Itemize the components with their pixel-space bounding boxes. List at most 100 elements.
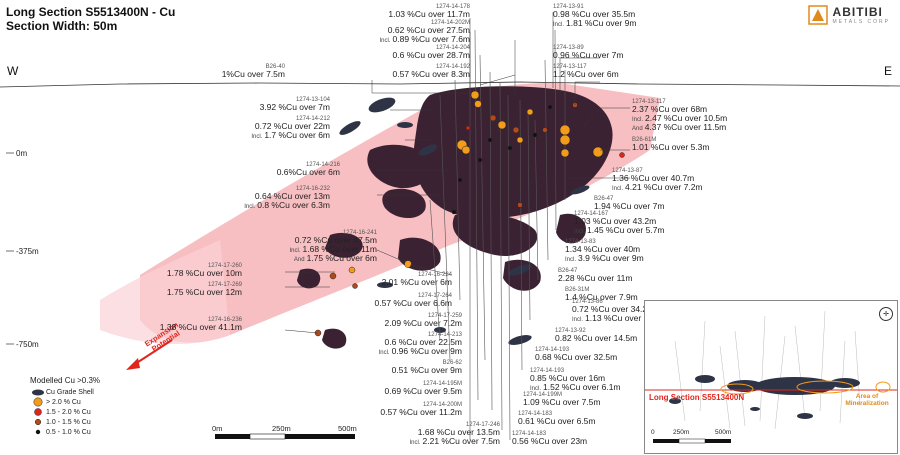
intercept-result: Incl. 1.45 %Cu over 5.7m (574, 225, 665, 234)
result-text: 1.36 %Cu over 40.7m (612, 173, 695, 183)
intercept-label: 1274-17-246 1.68 %Cu over 13.5m Incl. 2.21 … (410, 422, 501, 446)
intercept-label: 1274-17-259 2.09 %Cu over 7.2m (385, 313, 462, 328)
result-text: 1.68 %Cu over 13.5m (417, 427, 500, 437)
depth-label-375: -375m (16, 247, 39, 256)
result-text: 0.61 %Cu over 6.5m (518, 416, 596, 426)
intercept-label: 1274-14-183 0.61 %Cu over 6.5m (518, 411, 595, 426)
hole-id: B26-40 (265, 64, 285, 70)
inset-plan-map: ✛ Long Section S5513400N Area of Mineral… (644, 300, 898, 454)
intercept-result: 0.64 %Cu over 13m (244, 192, 330, 201)
result-text: 0.8 %Cu over 6.3m (257, 199, 330, 210)
inset-scale-label-500: 500m (715, 429, 732, 436)
hole-id: 1274-14-183 (518, 411, 553, 417)
legend-label: 0.5 - 1.0 % Cu (46, 428, 91, 436)
intercept-result: 1.03 %Cu over 43.2m (574, 217, 665, 226)
result-prefix: Incl. (251, 133, 263, 140)
hole-id: 1274-13-92 (555, 328, 586, 334)
inset-zone-label: Area of Mineralization (845, 393, 889, 408)
result-text: 1.94 %Cu over 7m (594, 201, 665, 211)
section-width: Section Width: 50m (6, 19, 118, 33)
hole-id: 1274-16-224 (417, 272, 452, 278)
result-prefix: Incl. (553, 21, 565, 28)
intercept-label: 1274-13-86 0.72 %Cu over 34.2m Incl. 1.13 %… (572, 299, 663, 323)
intercept-result: 1.36 %Cu over 40.7m (612, 174, 703, 183)
result-text: 0.6 %Cu over 22.5m (384, 337, 462, 347)
intercept-result: And 1.75 %Cu over 6m (289, 252, 377, 263)
intercept-label: 1274-13-117 2.37 %Cu over 68m Incl. 2.47 %C… (632, 99, 727, 132)
intercept-label: B26-47 2.28 %Cu over 11m (558, 268, 633, 283)
result-text: 0.68 %Cu over 32.5m (535, 352, 618, 362)
result-prefix: Incl. (572, 316, 584, 323)
intercept-result: 0.96 %Cu over 7m (553, 51, 623, 60)
hole-id: 1274-13-83 (565, 239, 596, 245)
result-prefix: Incl. (289, 247, 301, 254)
intercept-result: 2.37 %Cu over 68m (632, 105, 727, 114)
hole-id: B26-62 (442, 360, 462, 366)
intercept-result: 1%Cu over 7.5m (222, 70, 285, 79)
hole-id: 1274-13-104 (295, 97, 330, 103)
east-label: E (884, 64, 893, 78)
result-text: 0.98 %Cu over 35.5m (553, 9, 636, 19)
hole-id: 1274-17-259 (427, 313, 462, 319)
brown-dot-icon (34, 418, 42, 426)
abitibi-logo: ABITIBI METALS CORP (807, 4, 890, 26)
scale-label-250: 250m (272, 424, 291, 433)
intercept-label: 1274-16-241 0.72 %Cu over 47.5m Incl. 1.68 … (289, 230, 377, 263)
hole-id: 1274-14-195M (422, 381, 462, 387)
result-text: 1.7 %Cu over 6m (264, 129, 330, 140)
result-text: 0.57 %Cu over 11.2m (380, 407, 462, 417)
legend: Modelled Cu >0.3% Cu Grade Shell > 2.0 %… (30, 376, 100, 437)
intercept-label: 1274-16-236 1.38 %Cu over 41.1m (160, 317, 242, 332)
intercept-result: Incl. 0.89 %Cu over 7.6m (380, 34, 471, 43)
depth-label-0: 0m (16, 149, 28, 158)
intercept-label: 1274-16-232 0.64 %Cu over 13m Incl. 0.8 %Cu… (244, 186, 330, 210)
intercept-label: 1274-13-87 1.36 %Cu over 40.7m Incl. 4.21 %… (612, 168, 703, 192)
drill-traces (429, 18, 566, 441)
intercept-label: 1274-14-192 0.57 %Cu over 8.3m (393, 64, 470, 79)
intercept-result: Incl. 0.96 %Cu over 9m (379, 346, 462, 355)
result-prefix: And (293, 256, 305, 263)
intercept-result: 0.6%Cu over 6m (277, 168, 340, 177)
result-text: 0.6%Cu over 6m (276, 167, 340, 177)
hole-id: 1274-14-204 (435, 45, 470, 51)
result-text: 0.56 %Cu over 23m (512, 436, 588, 446)
intercept-result: Incl. 4.21 %Cu over 7.2m (612, 182, 703, 192)
intercept-result: Incl. 1.68 %Cu over 11m (289, 244, 377, 254)
result-text: 1.01 %Cu over 5.3m (632, 142, 710, 152)
result-text: 0.96 %Cu over 7m (553, 50, 624, 60)
intercept-result: 2.01 %Cu over 6m (382, 278, 452, 287)
intercept-label: B26-31M 1.4 %Cu over 7.9m (565, 287, 638, 302)
intercept-label: 1274-17-260 1.78 %Cu over 10m (167, 263, 242, 278)
intercept-result: 0.69 %Cu over 9.5m (385, 387, 462, 396)
result-prefix: And (632, 125, 643, 132)
hole-id: B26-31M (565, 287, 590, 293)
legend-label: 1.0 - 1.5 % Cu (46, 418, 91, 426)
result-text: 0.72 %Cu over 22m (254, 121, 330, 131)
intercept-result: 0.57 %Cu over 6.6m (375, 299, 452, 308)
intercept-result: 0.51 %Cu over 9m (392, 366, 462, 375)
result-text: 1.09 %Cu over 7.5m (523, 397, 601, 407)
result-text: 0.72 %Cu over 34.2m (572, 304, 655, 314)
hole-id: 1274-16-241 (342, 230, 377, 236)
result-text: 0.82 %Cu over 14.5m (555, 333, 638, 343)
section-title: Long Section S5513400N - Cu (6, 5, 176, 19)
inset-graphic (645, 310, 897, 444)
depth-ticks (6, 152, 14, 345)
intercept-result: 0.98 %Cu over 35.5m (553, 10, 636, 19)
intercept-result: And 4.37 %Cu over 11.5m (632, 122, 727, 132)
result-text: 1.75 %Cu over 12m (166, 287, 242, 297)
intercept-result: 1.01 %Cu over 5.3m (632, 143, 709, 152)
intercept-result: 1.94 %Cu over 7m (594, 202, 664, 211)
intercept-label: 1274-14-178 1.03 %Cu over 11.7m (388, 4, 470, 19)
hole-id: B26-61M (632, 137, 657, 143)
intercept-result: 1.2 %Cu over 6m (553, 70, 619, 79)
result-prefix: Incl. (612, 185, 624, 192)
intercept-label: B26-47 1.94 %Cu over 7m (594, 196, 664, 211)
hole-id: 1274-14-178 (435, 4, 470, 10)
result-text: 1.75 %Cu over 6m (306, 252, 377, 263)
legend-label: 1.5 - 2.0 % Cu (46, 408, 91, 416)
intercept-result: Incl. 2.21 %Cu over 7.5m (410, 436, 501, 445)
hole-id: 1274-17-269 (207, 282, 242, 288)
hole-id: 1274-13-89 (553, 45, 584, 51)
result-text: 1.4 %Cu over 7.9m (565, 292, 638, 302)
